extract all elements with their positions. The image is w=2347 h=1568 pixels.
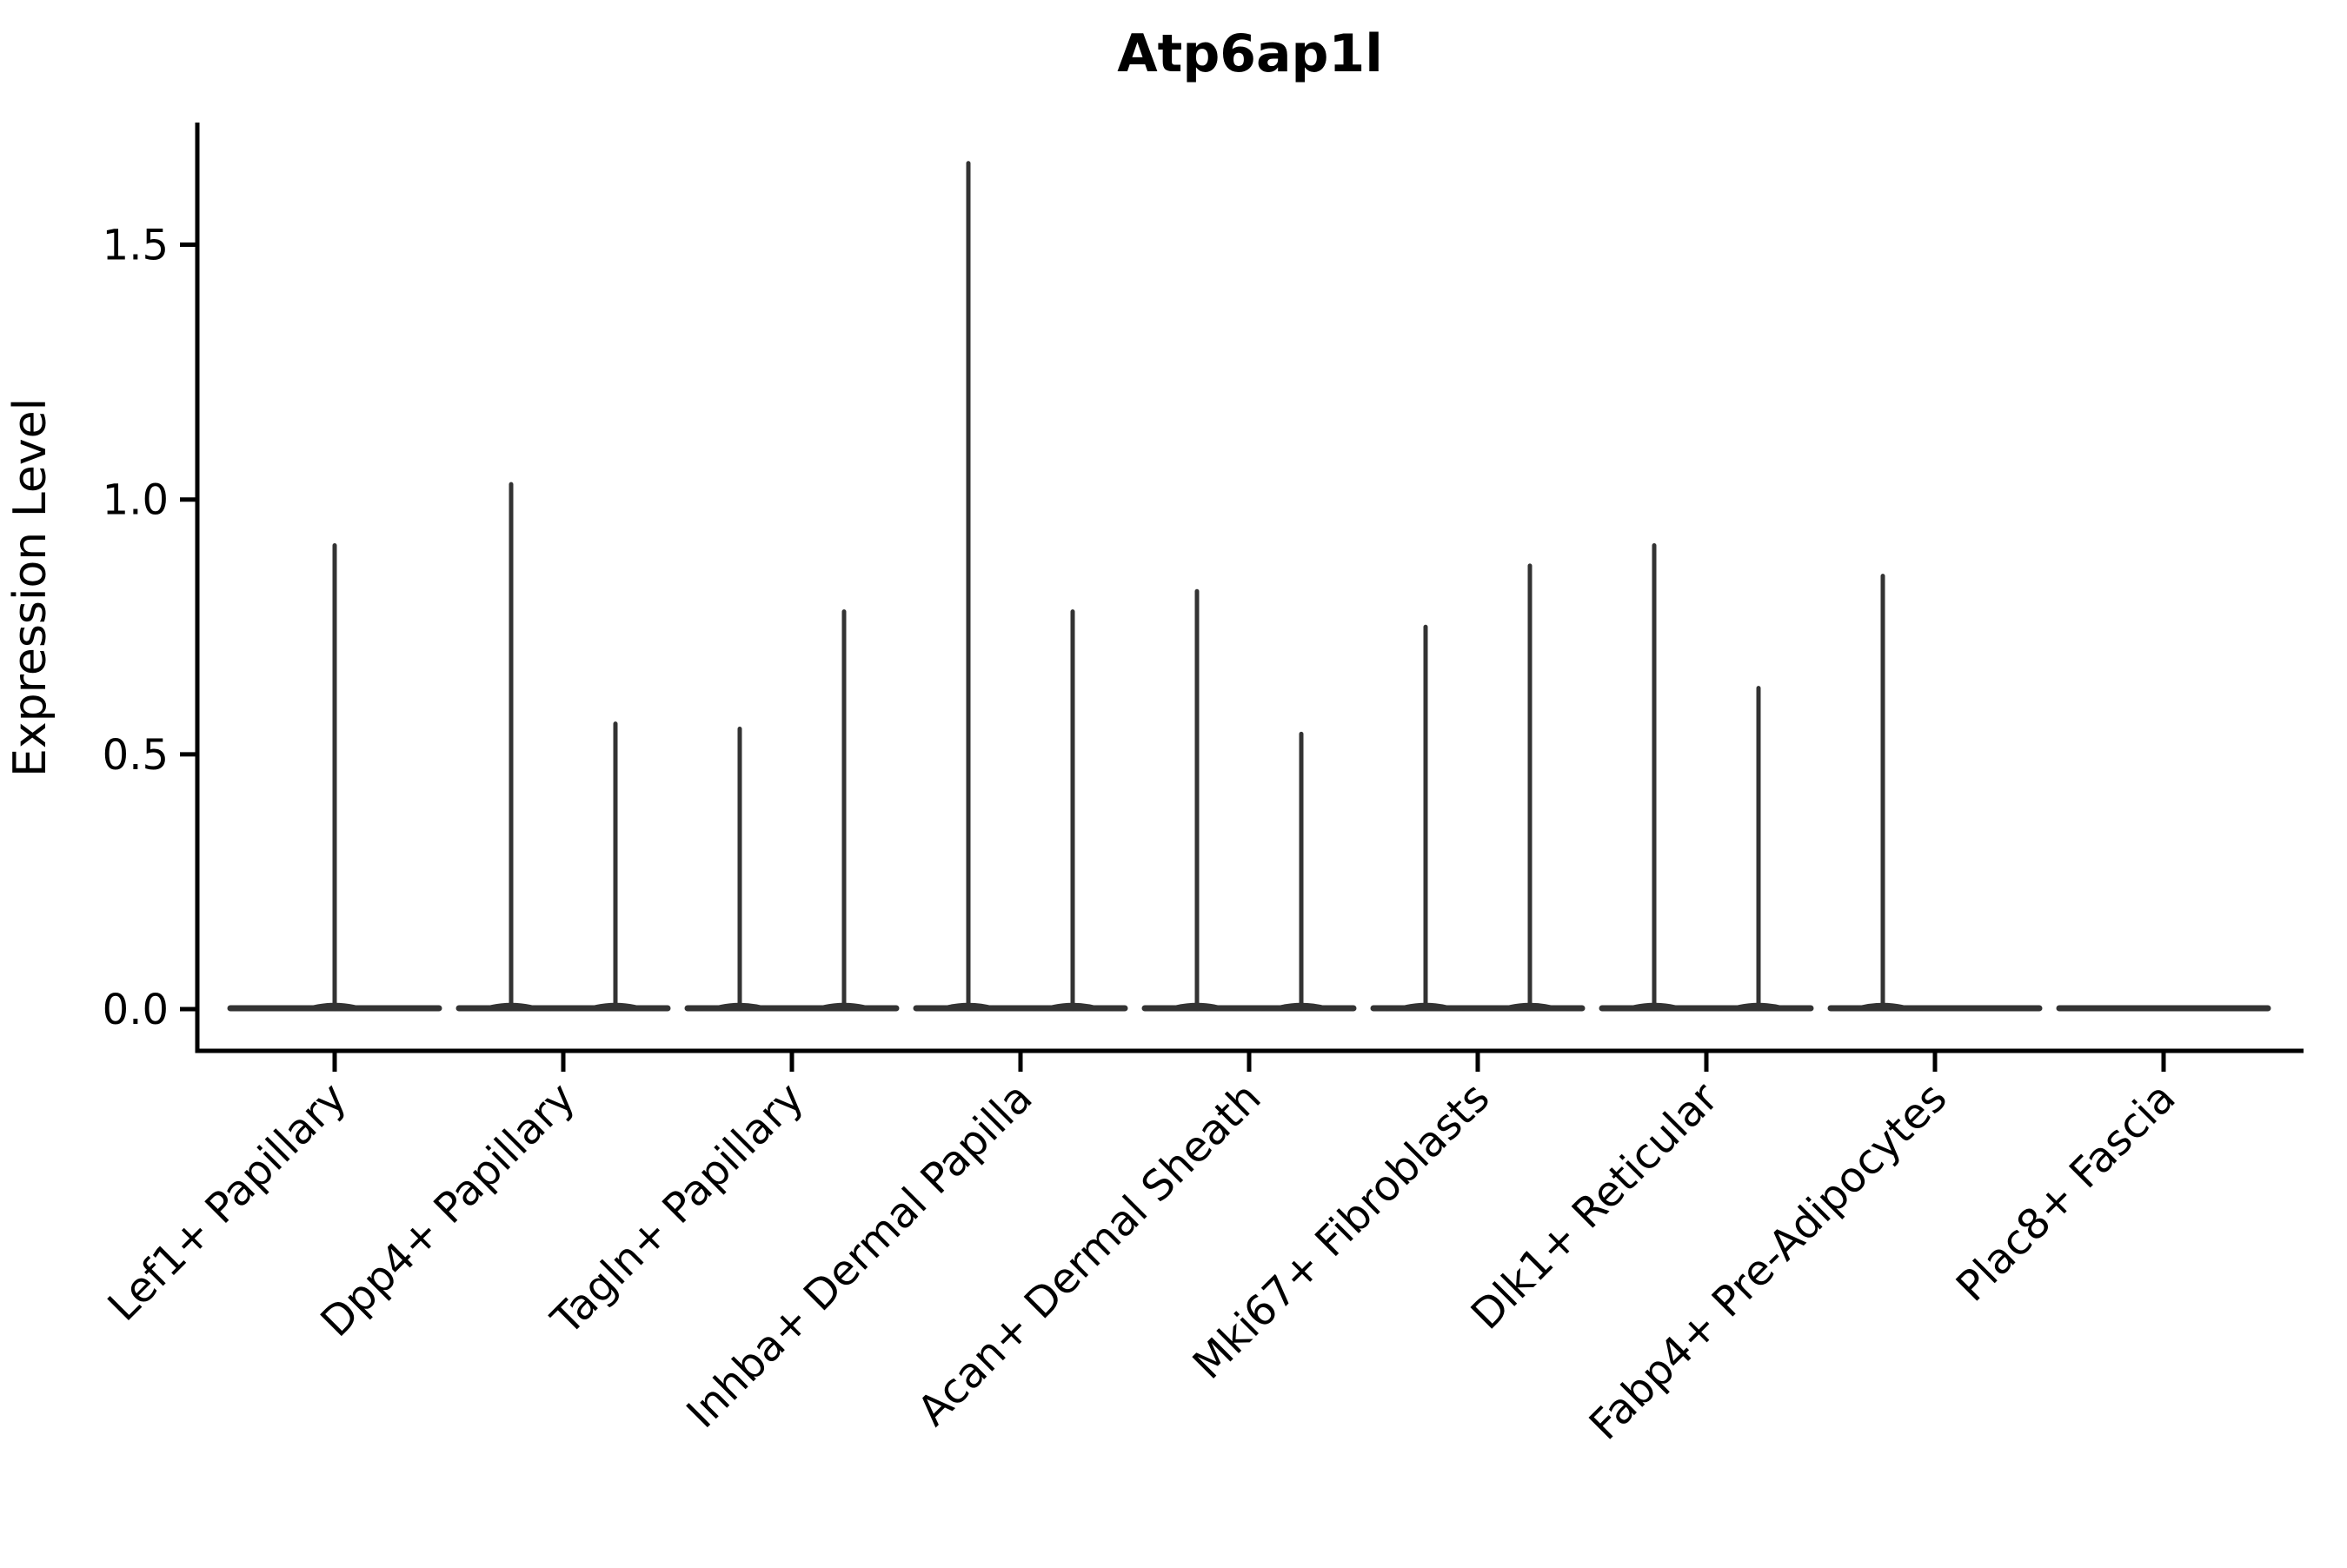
violin (1141, 588, 1357, 1012)
x-tick-label: Lef1+ Papillary (99, 1073, 356, 1331)
violin (1599, 542, 1814, 1012)
y-tick-label: 0.5 (103, 731, 169, 780)
x-tick-label: Dpp4+ Papillary (311, 1073, 584, 1346)
violin (455, 482, 671, 1012)
x-tick-label: Dlk1+ Reticular (1462, 1073, 1728, 1339)
y-axis-ticks: 0.0 0.5 1.0 1.5 (103, 222, 197, 1034)
chart-title: Atp6ap1l (1117, 23, 1383, 84)
violin (684, 609, 900, 1012)
violin (913, 161, 1128, 1012)
violin (227, 542, 442, 1012)
y-tick-label: 1.0 (103, 476, 169, 525)
violins-layer (227, 161, 2271, 1012)
x-tick-label: Plac8+ Fascia (1947, 1073, 2185, 1312)
y-tick-label: 1.5 (103, 222, 169, 270)
violin (1827, 574, 2043, 1012)
y-axis-label: Expression Level (4, 398, 57, 777)
violin (1370, 563, 1586, 1012)
y-tick-label: 0.0 (103, 986, 169, 1034)
x-tick-label: Tagln+ Papillary (542, 1073, 813, 1345)
